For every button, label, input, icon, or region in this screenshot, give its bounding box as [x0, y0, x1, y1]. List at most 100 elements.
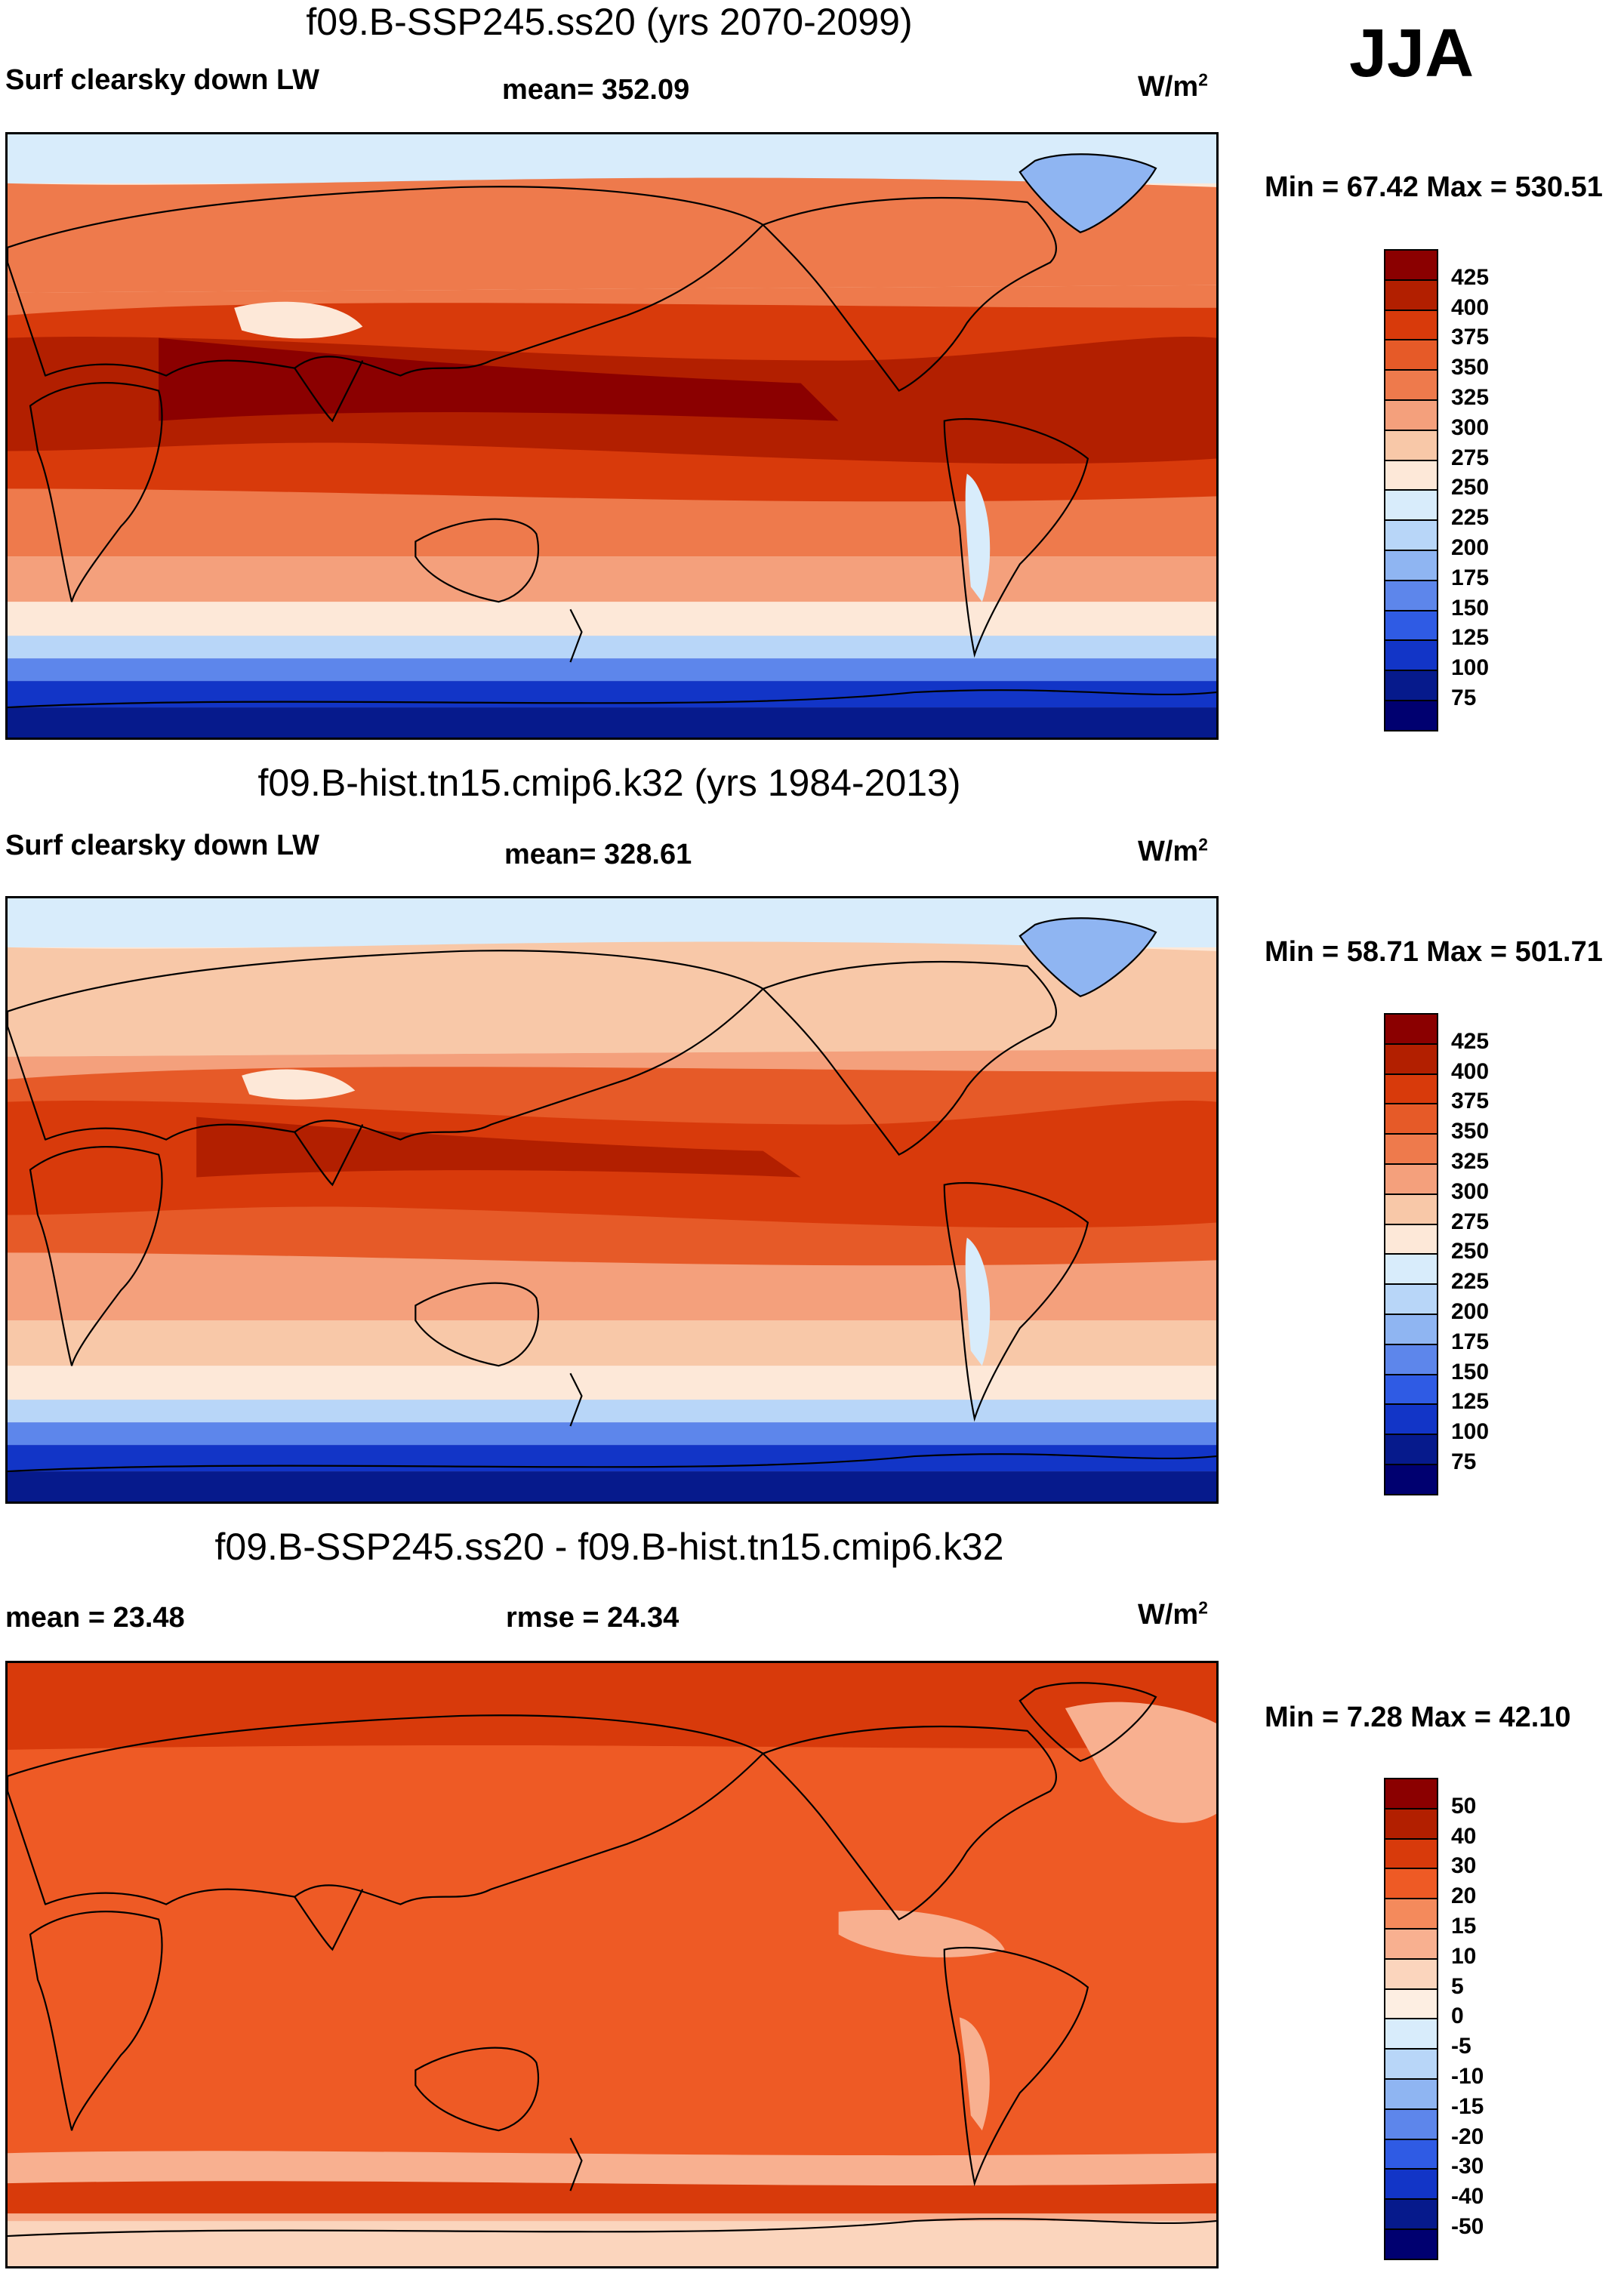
p3-pacific-patch [838, 1910, 1005, 1957]
colorbar-label: 275 [1451, 1209, 1490, 1234]
p3-coast-greenland [1018, 1682, 1157, 1763]
colorbar-cell [1384, 339, 1438, 371]
colorbar-label: 200 [1451, 1299, 1490, 1324]
p3-southern-red [8, 2181, 1216, 2214]
colorbar-label: 275 [1451, 445, 1490, 470]
colorbar-label: -10 [1451, 2064, 1484, 2089]
colorbar-label: -50 [1451, 2214, 1484, 2239]
colorbar-cell [1384, 279, 1438, 311]
colorbar-cell [1384, 1223, 1438, 1255]
p2-coast-india [294, 1124, 364, 1187]
panel3-minmax: Min = 7.28 Max = 42.10 [1265, 1702, 1571, 1733]
p1-coast-india [294, 360, 364, 423]
colorbar-label: 300 [1451, 1178, 1490, 1204]
p1-warm-pool [159, 337, 839, 421]
colorbar-cell [1384, 1043, 1438, 1075]
p1-southern-pale [8, 602, 1216, 636]
p3-antarctica [8, 2221, 1216, 2266]
colorbar-cell [1384, 1957, 1438, 1990]
p2-coast-samerica [943, 1181, 1089, 1422]
colorbar-cell [1384, 1283, 1438, 1315]
colorbar-cell [1384, 550, 1438, 581]
season-label: JJA [1349, 16, 1475, 91]
panel1-variable-label: Surf clearsky down LW [5, 64, 319, 96]
colorbar-cell [1384, 1373, 1438, 1406]
p3-coast-africa [29, 1911, 163, 2131]
p1-greenland [1019, 154, 1156, 233]
colorbar-label: 300 [1451, 414, 1490, 440]
colorbar-label: 350 [1451, 1119, 1490, 1144]
colorbar-label: 325 [1451, 385, 1490, 410]
colorbar-cell [1384, 670, 1438, 701]
colorbar-cell [1384, 519, 1438, 551]
p3-coast-india [294, 1889, 364, 1951]
colorbar-label: 50 [1451, 1793, 1477, 1819]
colorbar-cell [1384, 1898, 1438, 1930]
panel1-title: f09.B-SSP245.ss20 (yrs 2070-2099) [306, 1, 913, 43]
p3-coast-samerica [943, 1946, 1089, 2187]
colorbar-label: 5 [1451, 1973, 1464, 1999]
colorbar-label: 425 [1451, 264, 1490, 290]
colorbar-cell [1384, 1928, 1438, 1960]
p3-coast-australia [414, 2047, 540, 2132]
colorbar-label: 425 [1451, 1028, 1490, 1054]
p3-coast-namerica [761, 1725, 1058, 1920]
p1-coast-eurasia [8, 186, 765, 377]
p3-coast-antarctica [8, 2218, 1216, 2238]
colorbar-label: -15 [1451, 2093, 1484, 2119]
p2-coast-namerica [761, 960, 1058, 1156]
colorbar-label: 0 [1451, 2004, 1464, 2029]
p3-coast-eurasia [8, 1714, 765, 1906]
p1-tibet [234, 301, 363, 339]
colorbar-cell [1384, 1133, 1438, 1165]
p3-andes [959, 2017, 990, 2131]
p1-coastlines [8, 153, 1216, 709]
colorbar-label: -40 [1451, 2184, 1484, 2210]
colorbar-label: 125 [1451, 1389, 1490, 1415]
panel3-title: f09.B-SSP245.ss20 - f09.B-hist.tn15.cmip… [214, 1526, 1004, 1568]
colorbar-label: -30 [1451, 2154, 1484, 2179]
colorbar-cell [1384, 2168, 1438, 2201]
panel2-units: W/m2 [1138, 834, 1208, 867]
panel1-mean-label: mean= 352.09 [502, 74, 690, 106]
p1-north-midlat [8, 177, 1216, 293]
p1-coast-samerica [943, 417, 1089, 658]
p2-southern-blue2 [8, 1422, 1216, 1446]
colorbar-cell [1384, 1163, 1438, 1195]
p2-coastlines [8, 917, 1216, 1473]
p2-coast-africa [29, 1146, 163, 1366]
colorbar-label: 225 [1451, 505, 1490, 531]
p2-greenland [1019, 918, 1156, 996]
colorbar-label: 400 [1451, 294, 1490, 320]
p2-southern-mid [8, 1320, 1216, 1366]
colorbar-cell [1384, 459, 1438, 491]
colorbar-label: 200 [1451, 535, 1490, 560]
p3-coastlines [8, 1682, 1216, 2238]
colorbar-label: 40 [1451, 1823, 1477, 1849]
panel3-colorbar [1384, 1778, 1438, 2260]
p1-coast-australia [414, 518, 540, 603]
p2-tibet [242, 1069, 356, 1100]
panel2-minmax: Min = 58.71 Max = 501.71 [1265, 936, 1603, 968]
colorbar-label: 225 [1451, 1269, 1490, 1295]
colorbar-cell [1384, 489, 1438, 522]
colorbar-cell [1384, 249, 1438, 281]
colorbar-label: 150 [1451, 595, 1490, 621]
colorbar-cell [1384, 1193, 1438, 1225]
colorbar-cell [1384, 1988, 1438, 2020]
colorbar-label: 100 [1451, 1419, 1490, 1445]
colorbar-cell [1384, 309, 1438, 341]
colorbar-label: 250 [1451, 1239, 1490, 1264]
p2-coast-eurasia [8, 950, 765, 1141]
panel1-map [5, 132, 1219, 740]
colorbar-label: 15 [1451, 1914, 1477, 1939]
colorbar-cell [1384, 2048, 1438, 2080]
colorbar-label: 75 [1451, 1449, 1477, 1474]
panel2-mean-label: mean= 328.61 [504, 839, 692, 870]
colorbar-cell [1384, 2228, 1438, 2260]
p1-southern-blue2 [8, 658, 1216, 682]
panel2-map-svg [8, 898, 1216, 1501]
p1-coast-nz [569, 608, 583, 663]
p1-coast-namerica [761, 196, 1058, 392]
colorbar-label: 150 [1451, 1359, 1490, 1384]
